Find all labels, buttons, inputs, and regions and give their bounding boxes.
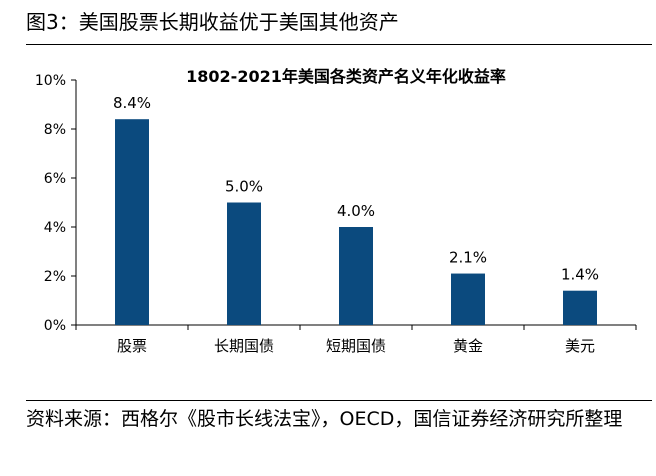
y-tick-label: 0% xyxy=(44,318,66,334)
data-label: 2.1% xyxy=(449,249,487,267)
bars xyxy=(115,119,597,325)
source-note: 资料来源：西格尔《股市长线法宝》，OECD，国信证券经济研究所整理 xyxy=(26,408,623,430)
y-tick-label: 8% xyxy=(44,122,66,138)
category-label: 短期国债 xyxy=(326,337,386,355)
y-tick-label: 6% xyxy=(44,171,66,187)
chart-title: 1802-2021年美国各类资产名义年化收益率 xyxy=(186,67,506,86)
data-label: 1.4% xyxy=(561,266,599,284)
bar-chart: 1802-2021年美国各类资产名义年化收益率 0% 2% 4% 6% 8% 10% 股票 长… xyxy=(35,67,637,355)
bar xyxy=(115,119,149,325)
category-label: 长期国债 xyxy=(214,337,274,355)
category-label: 股票 xyxy=(117,337,147,355)
title-divider xyxy=(26,44,652,45)
category-label: 黄金 xyxy=(453,337,483,355)
axes: 0% 2% 4% 6% 8% 10% 股票 长期国债 短期国债 黄金 美元 xyxy=(35,73,637,355)
data-label: 5.0% xyxy=(225,178,263,196)
figure-title: 图3：美国股票长期收益优于美国其他资产 xyxy=(26,10,399,34)
bar xyxy=(339,227,373,325)
data-label: 4.0% xyxy=(337,202,375,220)
bar xyxy=(451,273,485,325)
category-label: 美元 xyxy=(565,337,595,355)
data-label: 8.4% xyxy=(113,94,151,112)
y-tick-label: 4% xyxy=(44,220,66,236)
data-labels: 8.4% 5.0% 4.0% 2.1% 1.4% xyxy=(113,94,599,284)
source-divider xyxy=(26,400,652,401)
bar xyxy=(227,202,261,325)
bar xyxy=(563,290,597,325)
y-tick-label: 2% xyxy=(44,269,66,285)
y-tick-label: 10% xyxy=(35,73,66,89)
